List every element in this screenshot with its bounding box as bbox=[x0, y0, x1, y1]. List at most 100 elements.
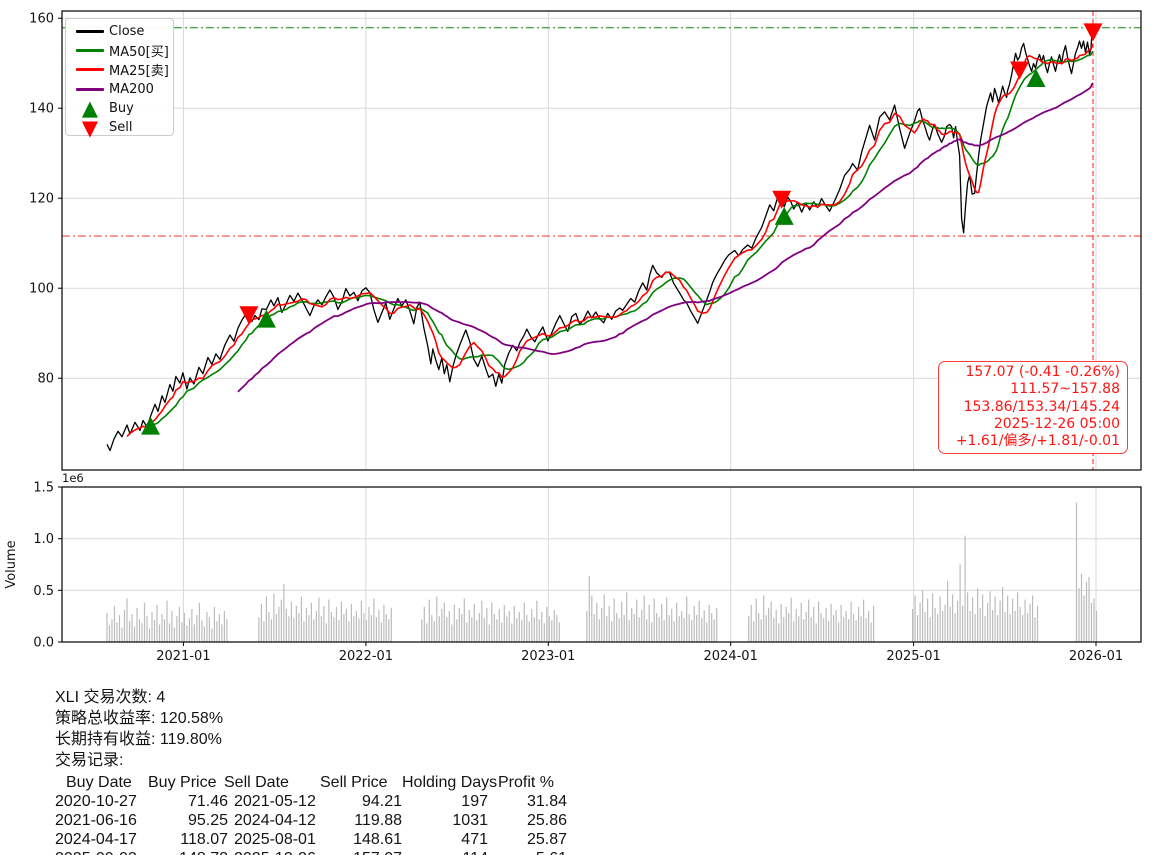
svg-text:0.5: 0.5 bbox=[33, 584, 54, 599]
price-annotation-box: 157.07 (-0.41 -0.26%) 111.57~157.88 153.… bbox=[938, 361, 1128, 455]
price-volume-chart: 80 100 120 140 160 0.0 0.5 1.0 1.5 2021-01 2022-01… bbox=[4, 10, 1142, 664]
legend-label: Close bbox=[109, 24, 145, 40]
svg-text:Volume: Volume bbox=[4, 540, 19, 588]
line-sample bbox=[76, 87, 104, 91]
ma200-line bbox=[237, 82, 1094, 393]
trade-table-header: Buy Date Buy Price Sell Date Sell Price Hold… bbox=[55, 773, 567, 792]
legend-label: Buy bbox=[109, 100, 134, 116]
svg-text:2023-01: 2023-01 bbox=[521, 649, 575, 664]
volume-bars bbox=[106, 502, 1098, 642]
trade-col-header: Sell Price bbox=[320, 774, 388, 791]
trade-cell: 31.84 bbox=[526, 793, 567, 810]
stat-trade-log-title: 交易记录: bbox=[55, 752, 124, 769]
svg-text:2022-01: 2022-01 bbox=[339, 649, 393, 664]
legend-item-buy: ▲ Buy bbox=[71, 96, 173, 121]
svg-text:160: 160 bbox=[29, 12, 54, 27]
stat-strategy-return: 策略总收益率: 120.58% bbox=[55, 710, 224, 727]
axis-ticks bbox=[58, 17, 1097, 646]
gridlines bbox=[62, 11, 1141, 642]
trade-cell: 5.61 bbox=[488, 849, 567, 855]
trade-cell: 2021-05-12 bbox=[234, 793, 316, 810]
trade-row: 2025-09-03148.722025-12-26157.071145.61 bbox=[55, 849, 567, 855]
annotation-last-price: 157.07 (-0.41 -0.26%) bbox=[965, 364, 1120, 380]
svg-text:2025-01: 2025-01 bbox=[886, 649, 940, 664]
trade-cell: 2025-08-01 bbox=[234, 831, 316, 848]
trade-col-header: Buy Date bbox=[66, 774, 132, 791]
svg-text:80: 80 bbox=[37, 372, 54, 387]
legend-item-ma25: MA25[卖] bbox=[71, 60, 173, 79]
trade-cell: 157.07 bbox=[330, 849, 402, 855]
trade-cell: 114 bbox=[402, 849, 488, 855]
trade-col-header: Profit % bbox=[498, 774, 555, 791]
trade-cell: 2021-06-16 bbox=[55, 812, 137, 829]
trade-cell: 2024-04-12 bbox=[234, 812, 316, 829]
legend-line-swatch bbox=[71, 87, 109, 91]
trade-cell: 119.88 bbox=[354, 812, 402, 829]
sell-markers bbox=[239, 23, 1103, 325]
trade-cell: 2025-09-03 bbox=[55, 849, 148, 855]
trade-col-header: Buy Price bbox=[148, 774, 217, 791]
legend-item-close: Close bbox=[71, 22, 173, 41]
trade-cell: 148.72 bbox=[148, 849, 228, 855]
trade-cell: 94.21 bbox=[361, 793, 402, 810]
svg-text:2021-01: 2021-01 bbox=[156, 649, 210, 664]
svg-text:0.0: 0.0 bbox=[33, 636, 54, 651]
annotation-datetime: 2025-12-26 05:00 bbox=[993, 415, 1120, 432]
strategy-stats-block: XLI 交易次数: 4 策略总收益率: 120.58% 长期持有收益: 119.… bbox=[55, 687, 567, 855]
trade-cell: 118.07 bbox=[180, 831, 228, 848]
annotation-range: 111.57~157.88 bbox=[1010, 381, 1120, 398]
legend-marker-swatch: ▼ bbox=[71, 117, 109, 138]
legend-label: MA25[卖] bbox=[109, 64, 169, 80]
trade-row: 2021-06-16 95.25 2024-04-12 119.88 1031 25.86 bbox=[55, 811, 567, 830]
volume-plot-border bbox=[61, 486, 1142, 643]
legend-label: MA200 bbox=[109, 81, 154, 97]
trade-cell: 2024-04-17 bbox=[55, 831, 137, 848]
trade-col-header: Sell Date bbox=[224, 774, 289, 791]
trade-history-table: Buy Date Buy Price Sell Date Sell Price Hold… bbox=[55, 773, 567, 855]
ma25-line bbox=[126, 44, 1094, 438]
trade-cell: 71.46 bbox=[187, 793, 228, 810]
annotation-signal: +1.61/偏多/+1.81/-0.01 bbox=[955, 433, 1120, 450]
svg-text:120: 120 bbox=[29, 192, 54, 207]
legend-item-sell: ▼ Sell bbox=[71, 117, 173, 138]
range-hlines bbox=[62, 27, 1141, 237]
axis-tick-labels: 80 100 120 140 160 0.0 0.5 1.0 1.5 2021-01 2022-01… bbox=[29, 12, 1123, 664]
svg-text:1e6: 1e6 bbox=[62, 471, 84, 485]
trade-row: 2020-10-27 71.46 2021-05-12 94.21 197 31.84 bbox=[55, 792, 567, 811]
legend-line-swatch bbox=[71, 30, 109, 34]
svg-text:2026-01: 2026-01 bbox=[1069, 649, 1123, 664]
legend-label: Sell bbox=[109, 120, 133, 136]
stat-trade-count: XLI 交易次数: 4 bbox=[55, 689, 166, 706]
trade-cell: 2020-10-27 bbox=[55, 793, 137, 810]
buy-triangle-icon: ▲ bbox=[81, 96, 99, 121]
trade-cell: 95.25 bbox=[187, 812, 228, 829]
line-sample bbox=[76, 30, 104, 34]
buy-markers bbox=[141, 69, 1046, 435]
trade-cell: 148.61 bbox=[353, 831, 402, 848]
volume-offset-label: 1e6 bbox=[62, 471, 84, 485]
annotation-ma-values: 153.86/153.34/145.24 bbox=[963, 398, 1120, 415]
trade-col-header: Holding Days bbox=[402, 774, 498, 791]
trade-row: 2024-04-17 118.07 2025-08-01 148.61 471 25.87 bbox=[55, 830, 567, 849]
trade-cell: 197 bbox=[461, 793, 488, 810]
svg-text:2024-01: 2024-01 bbox=[704, 649, 758, 664]
legend-line-swatch bbox=[71, 49, 109, 53]
legend-item-ma50: MA50[买] bbox=[71, 41, 173, 60]
legend-line-swatch bbox=[71, 68, 109, 72]
chart-legend: Close MA50[买] MA25[卖] MA200 ▲ Buy ▼ Sell bbox=[65, 18, 174, 138]
svg-text:100: 100 bbox=[29, 282, 54, 297]
legend-item-ma200: MA200 bbox=[71, 80, 173, 99]
trade-cell: 2025-12-26 bbox=[228, 849, 330, 855]
legend-label: MA50[买] bbox=[109, 45, 169, 61]
stat-buyhold-return: 长期持有收益: 119.80% bbox=[55, 731, 222, 748]
line-sample bbox=[76, 68, 104, 72]
svg-text:1.5: 1.5 bbox=[33, 481, 54, 496]
trade-cell: 471 bbox=[461, 831, 488, 848]
trade-cell: 25.86 bbox=[526, 812, 567, 829]
line-sample bbox=[76, 49, 104, 53]
svg-text:1.0: 1.0 bbox=[33, 532, 54, 547]
trade-cell: 25.87 bbox=[526, 831, 567, 848]
volume-axis-title: Volume bbox=[4, 540, 19, 588]
trade-cell: 1031 bbox=[452, 812, 488, 829]
